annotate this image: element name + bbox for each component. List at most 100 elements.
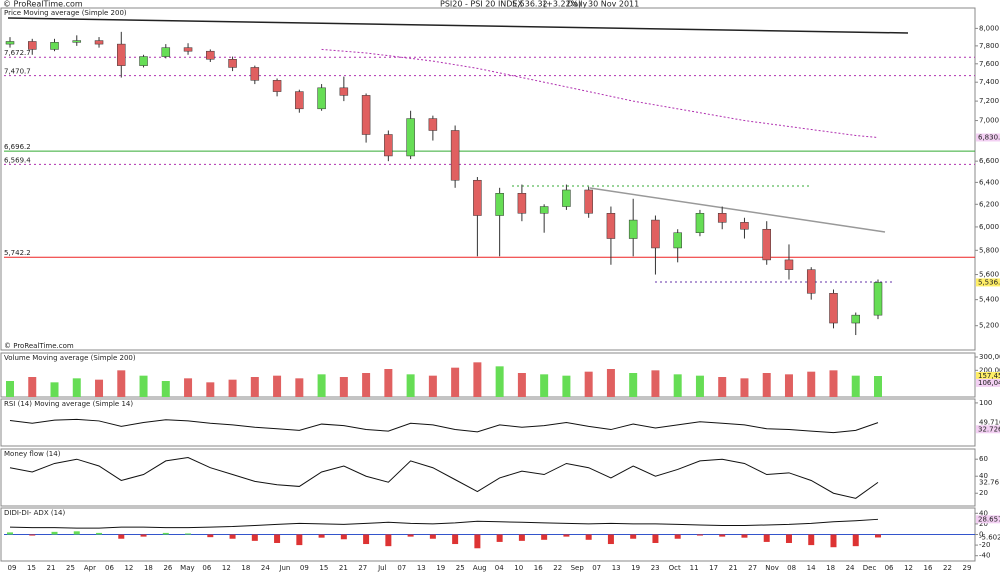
x-tick-label: 14	[807, 564, 816, 572]
x-tick-label: 07	[397, 564, 406, 572]
di-bar	[340, 534, 347, 540]
di-bar	[96, 532, 103, 535]
volume-bar	[384, 369, 393, 397]
y-tick-label: 7,800	[979, 42, 999, 50]
y-tick-label: 5,800	[979, 246, 999, 254]
candle-body	[606, 213, 616, 239]
period: Daily	[567, 0, 588, 9]
x-tick-label: 10	[514, 564, 523, 572]
legend: Volume Moving average (Simple 200)	[4, 354, 136, 362]
candle-body	[339, 87, 349, 96]
di-bar	[7, 532, 13, 535]
di-bar	[541, 534, 548, 540]
x-tick-label: 06	[105, 564, 114, 572]
volume-bar	[139, 375, 148, 397]
di-bar	[429, 534, 436, 539]
volume-bar	[451, 367, 460, 397]
volume-bar	[273, 375, 282, 397]
candle-body	[183, 47, 193, 52]
di-bar	[474, 534, 481, 549]
x-tick-label: 08	[787, 564, 796, 572]
volume-bar	[562, 375, 571, 397]
candle-body	[361, 95, 371, 135]
volume-bar	[339, 377, 348, 397]
panel	[0, 398, 976, 447]
x-tick-label: 15	[319, 564, 328, 572]
x-tick-label: 19	[631, 564, 640, 572]
candle-body	[673, 232, 682, 249]
candle-body	[762, 228, 771, 261]
title: PSI20 - PSI 20 INDEX	[440, 0, 524, 9]
y-tick-label: 7,000	[979, 117, 999, 125]
volume-bar	[540, 374, 549, 397]
candle-body	[5, 41, 15, 45]
panel	[0, 352, 976, 398]
candle-body	[272, 80, 282, 92]
value-tag	[976, 378, 1000, 387]
x-tick-label: 09	[300, 564, 309, 572]
candle-body	[428, 118, 438, 131]
candle-body	[784, 259, 794, 270]
candle-body	[851, 314, 860, 324]
x-tick-label: Nov	[765, 564, 779, 572]
x-tick-label: 17	[709, 564, 718, 572]
x-tick-label: Aug	[473, 564, 487, 572]
level-label: 7,470.7	[4, 68, 31, 76]
volume-bar	[673, 374, 682, 397]
level-label: 7,672.7	[4, 49, 31, 57]
volume-bar	[6, 381, 14, 397]
di-bar	[875, 534, 881, 538]
volume-bar	[317, 374, 326, 397]
copyright: © ProRealTime.com	[4, 342, 74, 350]
volume-bar	[95, 379, 104, 397]
di-bar	[630, 534, 637, 539]
di-bar	[496, 534, 503, 542]
di-bar	[318, 534, 325, 538]
legend: Price Moving average (Simple 200)	[4, 9, 127, 17]
x-tick-label: 06	[885, 564, 894, 572]
x-tick-label: 18	[826, 564, 835, 572]
value-tag-label: 32.726	[978, 425, 1000, 433]
di-bar	[763, 534, 770, 542]
last-value: 32.76	[979, 478, 1000, 486]
candle-body	[806, 269, 816, 294]
y-tick-label: 6,200	[979, 200, 999, 208]
candle-body	[829, 293, 838, 324]
di-bar	[51, 531, 58, 535]
volume-bar	[228, 379, 237, 397]
x-tick-label: 27	[748, 564, 757, 572]
di-bar	[719, 534, 726, 537]
value-tag-label: 106,047	[978, 379, 1000, 387]
x-tick-label: Apr	[84, 564, 96, 572]
candle-body	[161, 47, 171, 57]
x-tick-label: May	[180, 564, 194, 572]
volume-bar	[28, 377, 37, 397]
di-bar	[852, 534, 859, 547]
di-bar	[452, 534, 459, 545]
candle-body	[72, 40, 82, 43]
volume-bar	[829, 370, 838, 397]
candle-body	[28, 41, 37, 50]
di-bar	[118, 534, 125, 539]
di-bar	[73, 531, 80, 535]
y-tick-label: 5,400	[979, 296, 999, 304]
y-tick-label: 7,400	[979, 78, 999, 86]
x-tick-label: 26	[163, 564, 172, 572]
x-tick-label: 29	[963, 564, 972, 572]
volume-bar	[72, 378, 81, 397]
legend: DIDI-DI- ADX (14)	[4, 509, 65, 517]
legend: Money flow (14)	[4, 450, 61, 458]
x-tick-label: 18	[144, 564, 153, 572]
candle-body	[228, 59, 237, 68]
candle-body	[206, 50, 215, 60]
x-tick-label: 12	[222, 564, 231, 572]
indicator-line	[9, 418, 879, 434]
di-bar	[696, 534, 703, 536]
trendline	[7, 17, 909, 34]
indicator-line	[9, 456, 879, 499]
volume-bar	[473, 362, 482, 397]
y-tick-label: 7,200	[979, 97, 999, 105]
value-tag-label: 157,452	[978, 372, 1000, 380]
di-bar	[652, 534, 659, 543]
y-tick-label: 6,600	[979, 157, 999, 165]
